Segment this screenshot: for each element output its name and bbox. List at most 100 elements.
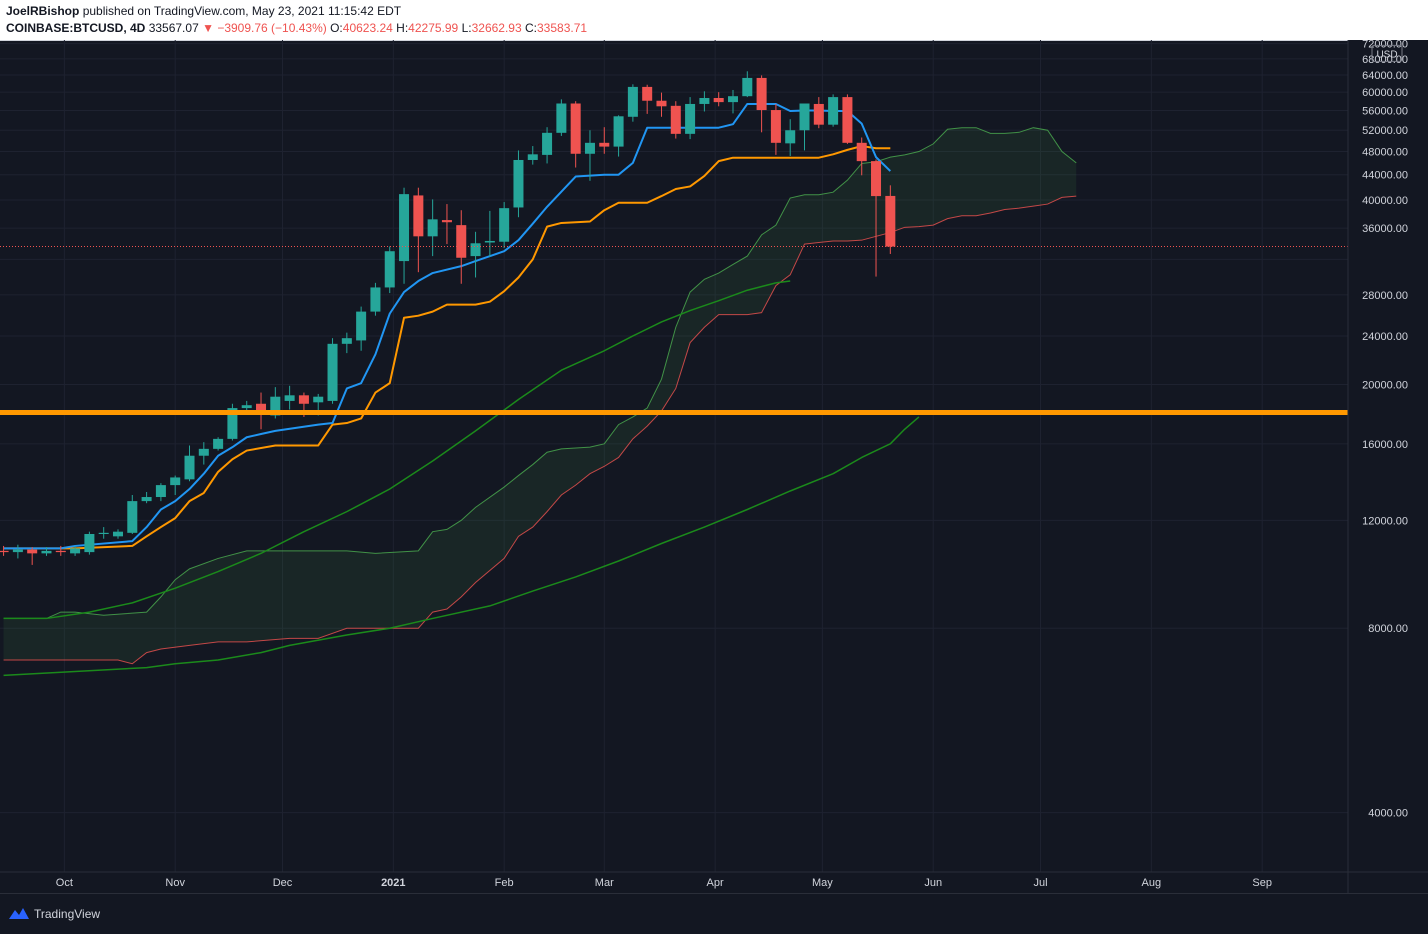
candle-body [155, 485, 166, 498]
y-tick-label: 56000.00 [1362, 106, 1408, 118]
candle-body [756, 77, 767, 111]
candle-body [456, 225, 467, 258]
candle-body [384, 251, 395, 288]
y-tick-label: 52000.00 [1362, 125, 1408, 137]
candle-body [0, 550, 9, 553]
x-tick-label: Sep [1252, 877, 1272, 889]
candle-body [370, 287, 381, 312]
candle-body [499, 208, 510, 242]
y-tick-label: 68000.00 [1362, 54, 1408, 66]
candles [0, 71, 896, 565]
candle-body [55, 550, 66, 553]
candle-body [27, 549, 38, 554]
footer: TradingView [0, 893, 1428, 934]
price-change: −3909.76 (−10.43%) [217, 21, 327, 35]
candle-body [184, 455, 195, 480]
candle-body [12, 549, 23, 553]
candle-body [556, 103, 567, 133]
candle-body [828, 97, 839, 125]
candle-body [599, 142, 610, 147]
candle-body [584, 142, 595, 154]
x-tick-label: Mar [595, 877, 614, 889]
time-axis[interactable]: Oct Nov Dec 2021 Feb Mar Apr May Jun Jul Aug Sep [0, 871, 1428, 889]
candle-body [570, 103, 581, 154]
high-label: H: [396, 21, 409, 35]
x-tick-label: Nov [165, 877, 185, 889]
y-tick-label: 44000.00 [1362, 170, 1408, 182]
candle-body [813, 103, 824, 125]
candle-body [742, 77, 753, 97]
candle-body [112, 531, 124, 537]
symbol-label[interactable]: COINBASE:BTCUSD, 4D [6, 21, 146, 35]
author-name[interactable]: JoelRBishop [6, 4, 80, 18]
leading-span-b [3, 195, 1077, 665]
candle-body [441, 220, 452, 223]
currency-label: USD [1376, 49, 1397, 60]
candle-body [770, 110, 781, 143]
candle-body [127, 501, 138, 533]
candle-body [256, 403, 267, 414]
published-text: published on TradingView.com, May 23, 20… [82, 4, 402, 18]
candle-body [527, 154, 538, 160]
y-tick-label: 8000.00 [1368, 623, 1408, 635]
y-tick-label: 4000.00 [1368, 808, 1408, 820]
high-value: 42275.99 [408, 21, 459, 35]
candle-body [98, 532, 109, 535]
candle-body [542, 132, 553, 155]
candle-body [298, 395, 309, 404]
leading-span-a [3, 127, 1077, 619]
candle-body [685, 103, 696, 134]
currency-badge [1371, 44, 1403, 62]
x-tick-label: Dec [273, 877, 293, 889]
price-axis[interactable]: 4000.00 8000.00 12000.00 16000.00 20000.00 24… [1347, 40, 1428, 893]
candle-body [327, 343, 338, 401]
cloud-fill [3, 127, 1077, 664]
y-tick-label: 40000.00 [1362, 195, 1408, 207]
y-tick-label: 24000.00 [1362, 331, 1408, 343]
ichimoku-cloud [3, 127, 1077, 665]
candle-body [642, 86, 653, 101]
conversion-line [3, 102, 892, 550]
candle-body [241, 405, 252, 409]
x-tick-label: May [812, 877, 833, 889]
candle-body [613, 116, 624, 147]
price-chart[interactable]: 18000.0033583.711d 9h 4000.00 8000.00 1200… [0, 40, 1428, 893]
candle-body [356, 311, 367, 341]
horizontal-lines: 18000.0033583.711d 9h [0, 238, 1414, 421]
candle-body [270, 396, 281, 416]
tradingview-logo-icon[interactable] [8, 906, 30, 920]
y-tick-label: 12000.00 [1362, 515, 1408, 527]
candle-body [842, 97, 853, 143]
y-tick-label: 36000.00 [1362, 223, 1408, 235]
symbol-info: COINBASE:BTCUSD, 4D 33567.07 ▼ −3909.76 … [6, 21, 587, 35]
y-tick-label: 48000.00 [1362, 147, 1408, 159]
candle-body [713, 98, 724, 103]
down-arrow-icon: ▼ [202, 21, 214, 35]
candle-body [84, 534, 95, 553]
candle-body [656, 100, 667, 107]
candle-body [41, 550, 52, 554]
y-tick-label: 60000.00 [1362, 87, 1408, 99]
y-tick-label: 28000.00 [1362, 290, 1408, 302]
publish-info: JoelRBishop published on TradingView.com… [6, 4, 401, 18]
candle-body [871, 161, 882, 197]
candle-body [198, 448, 209, 456]
last-price: 33567.07 [148, 21, 199, 35]
candle-body [284, 395, 295, 401]
chart-header: JoelRBishop published on TradingView.com… [0, 0, 1428, 41]
y-tick-label: 64000.00 [1362, 70, 1408, 82]
x-tick-label: 2021 [381, 877, 405, 889]
candle-body [670, 105, 681, 134]
close-label: C: [525, 21, 537, 35]
x-tick-label: Feb [495, 877, 514, 889]
candle-body [170, 477, 181, 486]
candle-body [627, 86, 638, 117]
price-axis-bg [1348, 40, 1428, 893]
candle-body [227, 408, 238, 439]
indicator-lines [3, 102, 920, 677]
base-line [3, 145, 891, 550]
brand-name[interactable]: TradingView [34, 907, 101, 921]
lagging-span-line-2 [3, 280, 791, 620]
x-tick-label: Apr [707, 877, 724, 889]
candle-body [341, 338, 352, 344]
